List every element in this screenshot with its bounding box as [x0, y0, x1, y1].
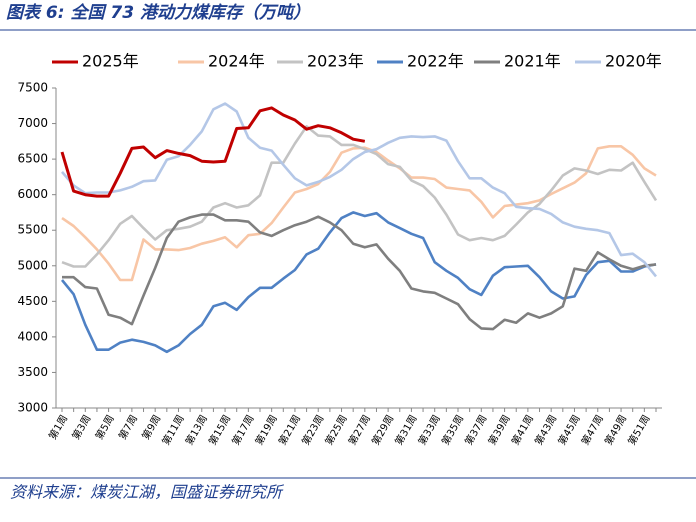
x-tick-label: 第13周 [182, 413, 210, 448]
x-tick-label: 第37周 [462, 413, 490, 448]
x-tick-label: 第41周 [508, 413, 536, 448]
x-tick-label: 第25周 [322, 413, 350, 448]
y-tick-label: 3000 [17, 401, 48, 415]
y-tick-label: 4500 [17, 294, 48, 308]
x-tick-label: 第9周 [139, 413, 163, 442]
legend-label: 2023年 [307, 52, 364, 71]
x-tick-label: 第31周 [392, 413, 420, 448]
y-tick-label: 4000 [17, 329, 48, 343]
legend-label: 2022年 [407, 52, 464, 71]
x-tick-label: 第19周 [252, 413, 280, 448]
x-tick-label: 第43周 [532, 413, 560, 448]
x-tick-label: 第35周 [439, 413, 467, 448]
y-tick-label: 7000 [17, 116, 48, 130]
x-tick-label: 第49周 [602, 413, 630, 448]
legend-label: 2024年 [208, 52, 265, 71]
series-line [60, 106, 366, 198]
x-tick-label: 第11周 [159, 413, 187, 448]
source: 资料来源：煤炭江湖，国盛证券研究所 [10, 483, 285, 502]
x-tick-label: 第23周 [299, 413, 327, 448]
x-tick-label: 第7周 [116, 413, 140, 442]
x-tick-label: 第3周 [69, 413, 93, 442]
chart-title: 图表 6: 全国 73 港动力煤库存（万吨） [6, 3, 310, 23]
y-tick-label: 7500 [17, 81, 48, 95]
x-tick-label: 第29周 [369, 413, 397, 448]
x-tick-label: 第17周 [229, 413, 257, 448]
y-tick-label: 5000 [17, 258, 48, 272]
x-tick-label: 第1周 [46, 413, 70, 442]
series-line [60, 211, 657, 354]
x-tick-label: 第5周 [92, 413, 116, 442]
series-line [61, 125, 658, 268]
legend-label: 2025年 [82, 52, 139, 71]
y-tick-label: 6000 [17, 187, 48, 201]
x-tick-label: 第45周 [555, 413, 583, 448]
x-tick-label: 第15周 [206, 413, 234, 448]
x-tick-label: 第39周 [485, 413, 513, 448]
legend-label: 2021年 [504, 52, 561, 71]
x-tick-label: 第21周 [276, 413, 304, 448]
y-tick-label: 5500 [17, 223, 48, 237]
legend-label: 2020年 [605, 52, 662, 71]
x-tick-label: 第27周 [345, 413, 373, 448]
x-tick-label: 第33周 [415, 413, 443, 448]
y-tick-label: 3500 [17, 365, 48, 379]
x-tick-label: 第51周 [625, 413, 653, 448]
series-line [62, 213, 657, 331]
series-line [61, 102, 658, 278]
x-tick-label: 第47周 [578, 413, 606, 448]
y-tick-label: 6500 [17, 152, 48, 166]
